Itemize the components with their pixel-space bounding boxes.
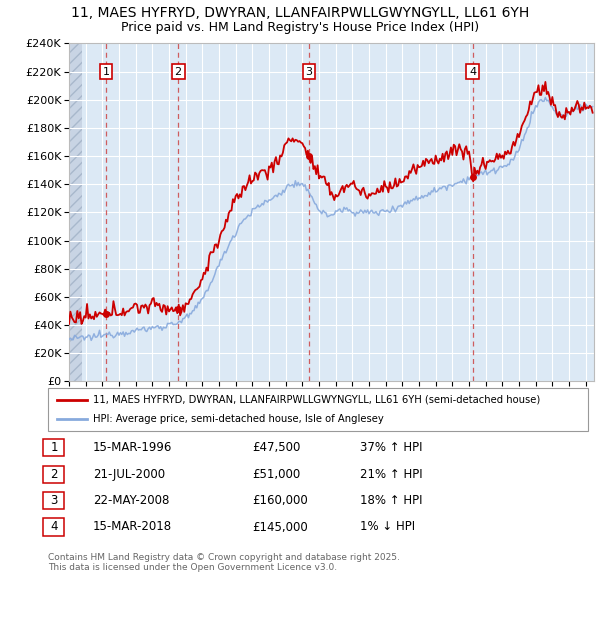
Text: 4: 4 <box>469 66 476 76</box>
Text: HPI: Average price, semi-detached house, Isle of Anglesey: HPI: Average price, semi-detached house,… <box>93 414 384 423</box>
Text: 11, MAES HYFRYD, DWYRAN, LLANFAIRPWLLGWYNGYLL, LL61 6YH: 11, MAES HYFRYD, DWYRAN, LLANFAIRPWLLGWY… <box>71 6 529 20</box>
Text: 22-MAY-2008: 22-MAY-2008 <box>93 494 169 507</box>
Text: 15-MAR-1996: 15-MAR-1996 <box>93 441 172 454</box>
Text: Price paid vs. HM Land Registry's House Price Index (HPI): Price paid vs. HM Land Registry's House … <box>121 21 479 34</box>
Text: 1: 1 <box>50 441 58 454</box>
Text: 3: 3 <box>50 494 58 507</box>
Text: 3: 3 <box>305 66 313 76</box>
Text: £160,000: £160,000 <box>252 494 308 507</box>
Text: 11, MAES HYFRYD, DWYRAN, LLANFAIRPWLLGWYNGYLL, LL61 6YH (semi-detached house): 11, MAES HYFRYD, DWYRAN, LLANFAIRPWLLGWY… <box>93 395 540 405</box>
Text: 21% ↑ HPI: 21% ↑ HPI <box>360 468 422 481</box>
Text: 2: 2 <box>50 468 58 481</box>
Text: £47,500: £47,500 <box>252 441 301 454</box>
Text: 21-JUL-2000: 21-JUL-2000 <box>93 468 165 481</box>
Text: 18% ↑ HPI: 18% ↑ HPI <box>360 494 422 507</box>
Text: 2: 2 <box>175 66 182 76</box>
Text: £51,000: £51,000 <box>252 468 300 481</box>
Text: Contains HM Land Registry data © Crown copyright and database right 2025.
This d: Contains HM Land Registry data © Crown c… <box>48 553 400 572</box>
Text: 1: 1 <box>103 66 109 76</box>
Text: 15-MAR-2018: 15-MAR-2018 <box>93 521 172 533</box>
Text: 4: 4 <box>50 521 58 533</box>
Text: £145,000: £145,000 <box>252 521 308 533</box>
Bar <box>69 43 82 381</box>
Text: 37% ↑ HPI: 37% ↑ HPI <box>360 441 422 454</box>
Text: 1% ↓ HPI: 1% ↓ HPI <box>360 521 415 533</box>
